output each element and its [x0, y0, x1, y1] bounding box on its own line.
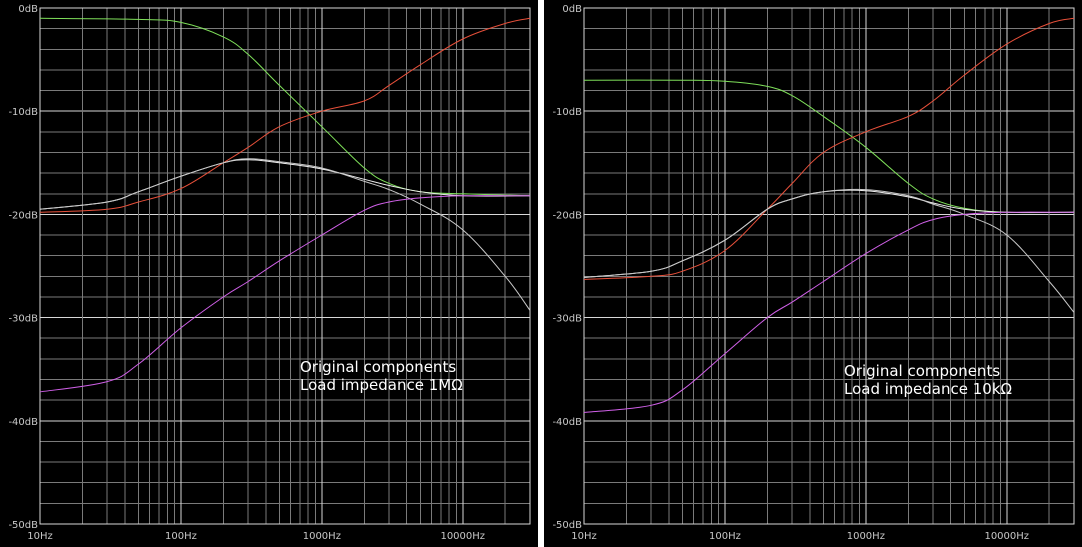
y-tick-label: 0dB: [18, 4, 38, 15]
y-tick-label: -10dB: [552, 107, 582, 118]
y-tick-label: -50dB: [552, 520, 582, 531]
plot-frame: [39, 7, 531, 525]
y-tick-label: -30dB: [8, 314, 38, 325]
chart-annotation-line: Original components: [300, 358, 456, 376]
y-tick-label: 0dB: [562, 4, 582, 15]
series-line-3: [583, 188, 1075, 313]
y-tick-label: -40dB: [552, 417, 582, 428]
x-tick-label: 10000Hz: [440, 531, 485, 542]
chart-background: [544, 0, 1082, 547]
plot-frame: [583, 7, 1075, 525]
x-tick-label: 10000Hz: [984, 531, 1029, 542]
chart-background: [0, 0, 538, 547]
frequency-response-chart-right: 0dB -10dB -20dB -30dB -40dB -50dB 10Hz 100Hz 100…: [544, 0, 1082, 547]
series-line-1: [583, 17, 1075, 280]
chart-annotation-line: Load impedance 1MΩ: [300, 376, 463, 394]
series-line-4: [583, 211, 1075, 413]
x-tick-label: 1000Hz: [847, 531, 885, 542]
x-tick-label: 1000Hz: [303, 531, 341, 542]
gridlines: [39, 7, 531, 525]
y-tick-label: -30dB: [552, 314, 582, 325]
x-tick-label: 10Hz: [571, 531, 597, 542]
x-tick-label: 100Hz: [165, 531, 197, 542]
y-tick-label: -50dB: [8, 520, 38, 531]
y-tick-label: -10dB: [8, 107, 38, 118]
y-tick-label: -20dB: [552, 210, 582, 221]
series-line-0: [583, 79, 1075, 214]
x-tick-label: 100Hz: [709, 531, 741, 542]
y-tick-label: -20dB: [8, 210, 38, 221]
x-tick-label: 10Hz: [27, 531, 53, 542]
series-line-3: [39, 158, 531, 311]
series-line-1: [39, 17, 531, 213]
series-line-4: [39, 195, 531, 393]
chart-annotation-line: Original components: [844, 362, 1000, 380]
frequency-response-chart-left: 0dB -10dB -20dB -30dB -40dB -50dB 10Hz 100Hz 100…: [0, 0, 538, 547]
y-tick-label: -40dB: [8, 417, 38, 428]
chart-annotation-line: Load impedance 10kΩ: [844, 380, 1012, 398]
